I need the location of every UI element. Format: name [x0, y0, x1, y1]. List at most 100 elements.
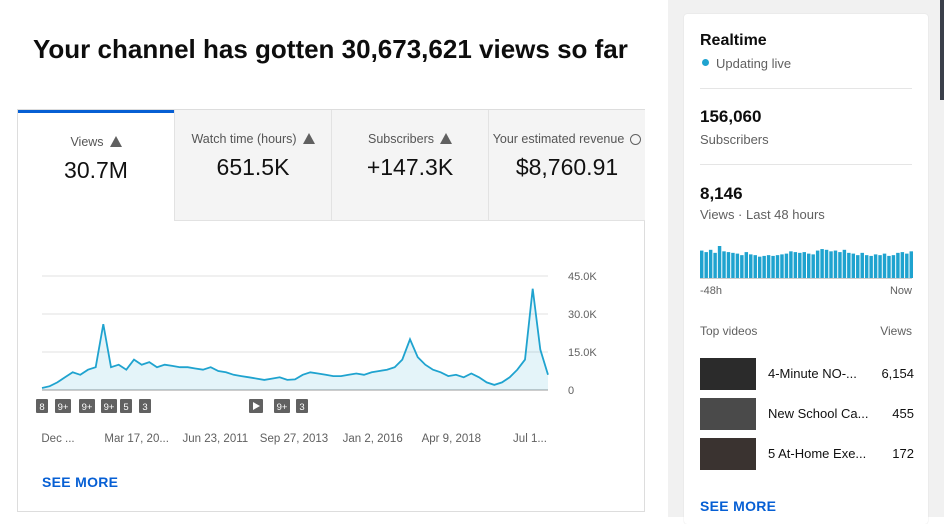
tab[interactable]: Subscribers +147.3K [331, 110, 488, 221]
analytics-card: Views 30.7M Watch time (hours) 651.5K Su… [17, 109, 645, 512]
annotation-label: 3 [299, 402, 304, 413]
bar [878, 255, 882, 278]
bar [900, 252, 905, 278]
tab[interactable]: Watch time (hours) 651.5K [174, 110, 331, 221]
video-row[interactable]: 5 At-Home Exe... 172 [700, 438, 914, 470]
bar [824, 249, 829, 278]
tab-value: $8,760.91 [515, 154, 619, 180]
annotation-label: 3 [142, 402, 147, 413]
bar [860, 252, 864, 278]
bar [780, 254, 784, 278]
bar [762, 255, 766, 278]
tab-label-text: Watch time (hours) [191, 132, 297, 146]
thumbnail [700, 438, 756, 470]
tab[interactable]: Your estimated revenue $8,760.91 [488, 110, 645, 221]
tab-label-text: Views [70, 135, 104, 149]
area [42, 288, 548, 390]
bar [757, 256, 762, 278]
bar [811, 254, 815, 278]
live-dot [702, 59, 709, 66]
warning-icon [109, 136, 122, 147]
play-icon [253, 402, 260, 410]
bar [775, 255, 780, 278]
tab-value: +147.3K [366, 154, 454, 180]
annotation-badge [296, 399, 308, 413]
realtime-title: Realtime [700, 32, 767, 49]
bar [704, 252, 708, 278]
realtime-chart [700, 246, 913, 278]
annotation-badge [139, 399, 151, 413]
bar [891, 255, 896, 278]
clock-icon [630, 134, 642, 145]
bar [882, 253, 887, 278]
thumbnail [700, 398, 756, 430]
bar [833, 250, 838, 278]
annotation-badge [36, 399, 48, 413]
live-status: Updating live [716, 56, 792, 71]
views-label: Views · Last 48 hours [700, 207, 825, 222]
window-edge [940, 0, 944, 100]
bar [789, 251, 793, 278]
x-tick-label: Jul 1... [513, 433, 547, 445]
y-tick-label: 45.0K [568, 271, 597, 283]
top-videos-label: Top videos [700, 324, 758, 338]
annotation-label: 9+ [58, 402, 69, 413]
video-row[interactable]: 4-Minute NO-... 6,154 [700, 358, 914, 390]
x-tick-label: Dec ... [41, 433, 74, 445]
bar [700, 250, 704, 278]
tab-value: 651.5K [216, 154, 290, 180]
bar [896, 252, 900, 278]
bar [905, 253, 909, 278]
annotation-badge [79, 399, 95, 413]
tab-label: Watch time (hours) [175, 132, 331, 146]
subscriber-count: 156,060 [700, 107, 762, 126]
tab-label: Subscribers [332, 132, 488, 146]
bar [771, 255, 775, 278]
bar [909, 251, 913, 278]
page-title: Your channel has gotten 30,673,621 views… [33, 34, 628, 64]
video-views: 6,154 [881, 366, 914, 381]
bar [722, 251, 726, 278]
bar [749, 254, 753, 278]
bar [735, 253, 740, 278]
bar [847, 252, 851, 278]
annotation-label: 9+ [277, 402, 288, 413]
divider [700, 88, 912, 89]
views-column-label: Views [880, 324, 912, 338]
annotation-label: 9+ [82, 402, 93, 413]
annotation-label: 5 [123, 402, 128, 413]
bar [887, 255, 891, 278]
bar [851, 253, 856, 278]
bar [842, 249, 847, 278]
views-count: 8,146 [700, 184, 743, 203]
tab[interactable]: Views 30.7M [18, 110, 174, 220]
x-tick-label: Sep 27, 2013 [260, 433, 328, 445]
x-tick-label: Mar 17, 20... [104, 433, 169, 445]
bar [717, 246, 722, 278]
line [41, 288, 549, 389]
bar [784, 253, 789, 278]
x-tick-label: Apr 9, 2018 [422, 433, 481, 445]
annotation-label: 8 [39, 402, 44, 413]
y-tick-label: 15.0K [568, 347, 597, 359]
chart-baseline [700, 278, 912, 279]
bar [873, 254, 878, 278]
y-tick-label: 0 [568, 385, 574, 397]
warning-icon [302, 133, 315, 144]
bar [838, 252, 842, 278]
video-row[interactable]: New School Ca... 455 [700, 398, 914, 430]
annotation-badge [55, 399, 71, 413]
thumbnail [700, 358, 756, 390]
see-more-link[interactable]: SEE MORE [700, 498, 777, 514]
bar [726, 252, 731, 278]
bar [820, 249, 824, 278]
warning-icon [440, 133, 452, 144]
divider [700, 164, 912, 165]
video-views: 172 [892, 446, 914, 461]
bar [766, 255, 771, 278]
realtime-card: Realtime Updating live 156,060 Subscribe… [684, 14, 928, 524]
y-tick-label: 30.0K [568, 309, 597, 321]
see-more-link[interactable]: SEE MORE [42, 474, 119, 490]
annotation-label: 9+ [104, 402, 115, 413]
